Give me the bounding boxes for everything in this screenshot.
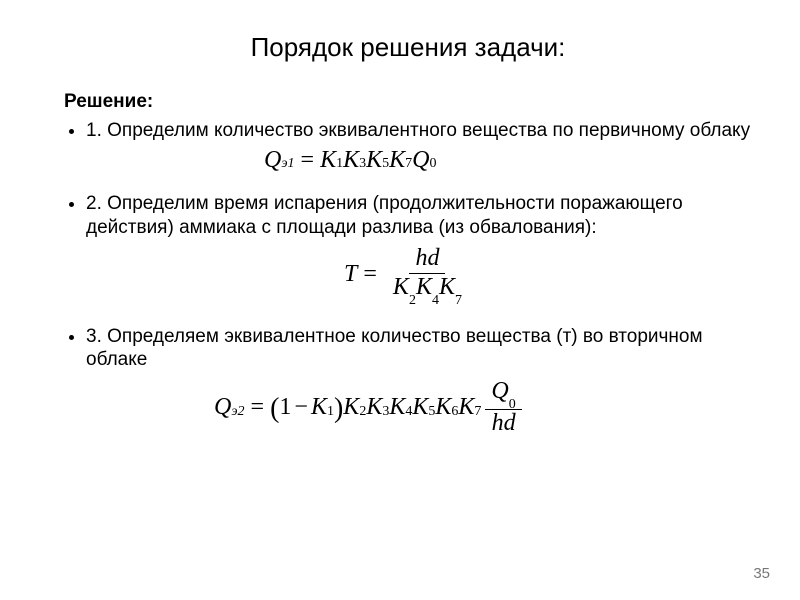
eq3-k6-sub: 6 — [451, 404, 458, 420]
eq2-fraction: hd K2K4K7 — [387, 245, 468, 304]
eq2-k4: K — [416, 274, 432, 300]
bullet-1: 1. Определим количество эквивалентного в… — [86, 119, 752, 143]
eq3-k3: K — [366, 394, 382, 421]
bullet-list-3: 3. Определяем эквивалентное количество в… — [64, 325, 752, 373]
solution-heading: Решение: — [64, 91, 752, 113]
eq1-k5-sub: 5 — [382, 156, 389, 172]
eq3-k4-sub: 4 — [405, 404, 412, 420]
eq3-k4: K — [389, 394, 405, 421]
equals-sign: = — [245, 394, 271, 421]
eq1-k7: K — [389, 147, 405, 174]
eq2-k4-sub: 4 — [432, 293, 439, 308]
eq2-k7: K — [439, 274, 455, 300]
eq2-k2: K — [393, 274, 409, 300]
eq3-num-qsub: 0 — [509, 397, 516, 412]
slide: Порядок решения задачи: Решение: 1. Опре… — [0, 0, 800, 600]
equation-1: Qэ1 = K1K3K5K7Q0 — [64, 147, 752, 174]
eq3-den-d: d — [504, 410, 516, 436]
open-paren: ( — [270, 393, 279, 425]
eq1-k3: K — [343, 147, 359, 174]
bullet-2: 2. Определим время испарения (продолжите… — [86, 192, 752, 240]
equals-sign: = — [357, 261, 383, 288]
eq3-one: 1 — [279, 394, 291, 421]
eq1-lhs-sub: э1 — [281, 156, 294, 172]
eq3-k3-sub: 3 — [382, 404, 389, 420]
eq1-k1: K — [320, 147, 336, 174]
eq2-k2-sub: 2 — [409, 293, 416, 308]
equation-2: T = hd K2K4K7 — [64, 245, 752, 304]
equals-sign: = — [295, 147, 321, 174]
eq3-denominator: hd — [486, 410, 522, 438]
eq3-k6: K — [435, 394, 451, 421]
eq3-k7: K — [458, 394, 474, 421]
eq3-k2: K — [343, 394, 359, 421]
eq3-k7-sub: 7 — [474, 404, 481, 420]
eq2-lhs: T — [344, 261, 357, 288]
equation-3: Qэ2 = (1−K1)K2K3K4K5K6K7 Q0 hd — [64, 378, 752, 437]
close-paren: ) — [334, 393, 343, 425]
bullet-list-2: 2. Определим время испарения (продолжите… — [64, 192, 752, 240]
eq1-k3-sub: 3 — [359, 156, 366, 172]
eq1-q-sub: 0 — [429, 156, 436, 172]
eq2-numerator: hd — [409, 245, 445, 274]
eq2-num-d: d — [427, 245, 439, 271]
eq1-k1-sub: 1 — [336, 156, 343, 172]
eq2-k7-sub: 7 — [455, 293, 462, 308]
eq3-k2-sub: 2 — [359, 404, 366, 420]
bullet-3: 3. Определяем эквивалентное количество в… — [86, 325, 752, 373]
eq3-fraction: Q0 hd — [485, 378, 521, 437]
eq3-lhs-var: Q — [214, 394, 231, 421]
eq2-num-h: h — [415, 245, 427, 271]
slide-title: Порядок решения задачи: — [64, 32, 752, 63]
page-number: 35 — [753, 565, 770, 582]
eq3-k5: K — [412, 394, 428, 421]
eq1-lhs-var: Q — [264, 147, 281, 174]
eq1-k5: K — [366, 147, 382, 174]
eq3-k1-sub: 1 — [327, 404, 334, 420]
eq3-den-h: h — [492, 410, 504, 436]
eq1-k7-sub: 7 — [405, 156, 412, 172]
minus-sign: − — [291, 394, 311, 421]
eq3-k5-sub: 5 — [428, 404, 435, 420]
eq3-numerator: Q0 — [485, 378, 521, 410]
bullet-list: 1. Определим количество эквивалентного в… — [64, 119, 752, 143]
eq3-lhs-sub: э2 — [231, 404, 244, 420]
eq3-k1: K — [311, 394, 327, 421]
eq1-q: Q — [412, 147, 429, 174]
eq3-num-q: Q — [491, 378, 508, 404]
eq2-denominator: K2K4K7 — [387, 274, 468, 305]
